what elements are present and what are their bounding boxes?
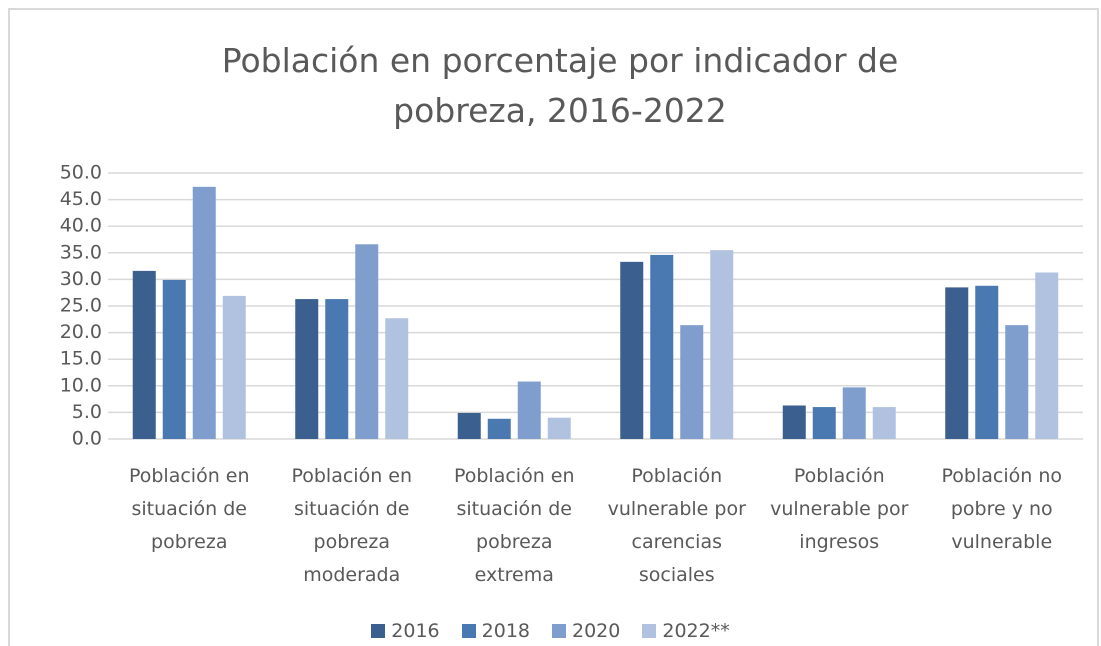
bar [1035, 272, 1059, 439]
x-tick-label: Población no pobre y no vulnerable [941, 465, 1063, 553]
bar [782, 405, 806, 439]
bar [620, 261, 644, 439]
y-tick-label: 25.0 [60, 295, 102, 317]
bar [650, 254, 674, 439]
x-tick-label: Población vulnerable por carencias socia… [607, 465, 746, 586]
bar [872, 407, 896, 439]
bar [710, 250, 734, 439]
y-tick-label: 40.0 [60, 215, 102, 237]
bar [222, 295, 246, 439]
y-tick-label: 5.0 [72, 401, 102, 423]
x-tick-label: Población en situación de pobreza [128, 465, 250, 553]
legend-item: 2018 [461, 620, 530, 642]
legend-label: 2018 [481, 620, 530, 642]
legend-swatch [461, 624, 476, 638]
bar [162, 279, 186, 439]
bar [1005, 325, 1029, 439]
legend-swatch [371, 624, 386, 638]
y-tick-label: 15.0 [60, 348, 102, 370]
bar [325, 299, 349, 439]
legend-swatch [552, 624, 566, 638]
bar [547, 417, 571, 439]
y-tick-label: 45.0 [60, 188, 102, 210]
bar [945, 287, 969, 439]
bar [812, 407, 836, 439]
x-tick-label: Población vulnerable por ingresos [770, 465, 909, 553]
bar [457, 412, 481, 439]
chart-title: Población en porcentaje por indicador de… [221, 41, 899, 130]
legend-swatch [642, 624, 657, 638]
legend-item: 2016 [371, 620, 440, 642]
legend-item: 2020 [552, 620, 620, 642]
bar [355, 244, 379, 439]
x-tick-label: Población en situación de pobreza modera… [291, 465, 413, 586]
x-tick-label: Población en situación de pobreza extrem… [453, 465, 575, 586]
y-tick-label: 10.0 [60, 374, 102, 396]
bar [680, 325, 704, 439]
bar [975, 285, 999, 439]
y-tick-label: 20.0 [60, 321, 102, 343]
legend-label: 2016 [391, 620, 440, 642]
bar [192, 186, 216, 439]
y-tick-label: 30.0 [60, 268, 102, 290]
bar [132, 270, 156, 439]
bar [385, 318, 409, 439]
bar [842, 387, 866, 439]
bar [487, 418, 511, 439]
legend-label: 2022** [662, 620, 730, 642]
bar [517, 381, 541, 439]
y-tick-label: 0.0 [72, 428, 102, 450]
chart-frame [8, 8, 1099, 646]
bar [295, 299, 319, 439]
y-tick-label: 50.0 [60, 162, 102, 184]
legend-item: 2022** [642, 620, 730, 642]
legend: 2016 2018 2020 2022** [0, 620, 1101, 642]
y-tick-label: 35.0 [60, 241, 102, 263]
legend-label: 2020 [572, 620, 621, 642]
